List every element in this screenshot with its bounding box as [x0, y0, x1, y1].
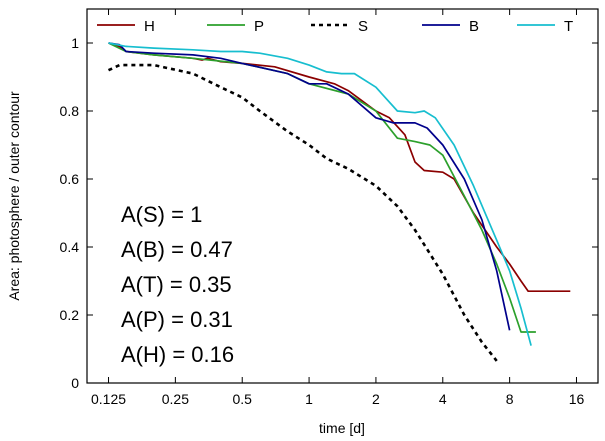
x-tick-label: 8	[506, 391, 514, 407]
y-tick-label: 1	[71, 35, 79, 51]
annotation-text: A(H) = 0.16	[121, 342, 234, 367]
y-tick-label: 0.8	[60, 103, 80, 119]
annotation-text: A(S) = 1	[121, 202, 202, 227]
series-line-p	[108, 42, 536, 333]
y-tick-label: 0.2	[60, 307, 80, 323]
x-axis-ticks: 0.125 0.25 0.5 1 2 4 8 16	[91, 9, 584, 407]
y-tick-label: 0.6	[60, 171, 80, 187]
legend-label-b: B	[469, 18, 479, 35]
series-line-s	[107, 63, 498, 362]
y-tick-label: 0.4	[60, 239, 80, 255]
x-tick-label: 0.25	[162, 391, 189, 407]
y-tick-label: 0	[71, 375, 79, 391]
legend-label-h: H	[144, 18, 155, 35]
x-tick-label: 2	[372, 391, 380, 407]
x-tick-label: 0.125	[91, 391, 126, 407]
x-tick-label: 1	[305, 391, 313, 407]
plot-frame	[86, 8, 599, 384]
x-tick-label: 0.5	[232, 391, 252, 407]
x-tick-label: 16	[569, 391, 585, 407]
x-axis-label: time [d]	[319, 420, 365, 436]
y-axis-label: Area: photosphere / outer contour	[6, 91, 22, 301]
annotation-text: A(P) = 0.31	[121, 307, 233, 332]
annotations: A(S) = 1 A(B) = 0.47 A(T) = 0.35 A(P) = 0.3…	[121, 202, 234, 367]
legend-label-s: S	[358, 18, 368, 35]
x-tick-label: 4	[439, 391, 447, 407]
series-line-t	[108, 42, 532, 346]
annotation-text: A(T) = 0.35	[121, 272, 232, 297]
y-axis-ticks: 0 0.2 0.4 0.6 0.8 1	[60, 35, 598, 391]
series-line-b	[108, 42, 511, 331]
legend-label-p: P	[254, 18, 264, 35]
series-layer	[107, 42, 571, 362]
annotation-text: A(B) = 0.47	[121, 237, 233, 262]
legend-label-t: T	[564, 18, 573, 35]
